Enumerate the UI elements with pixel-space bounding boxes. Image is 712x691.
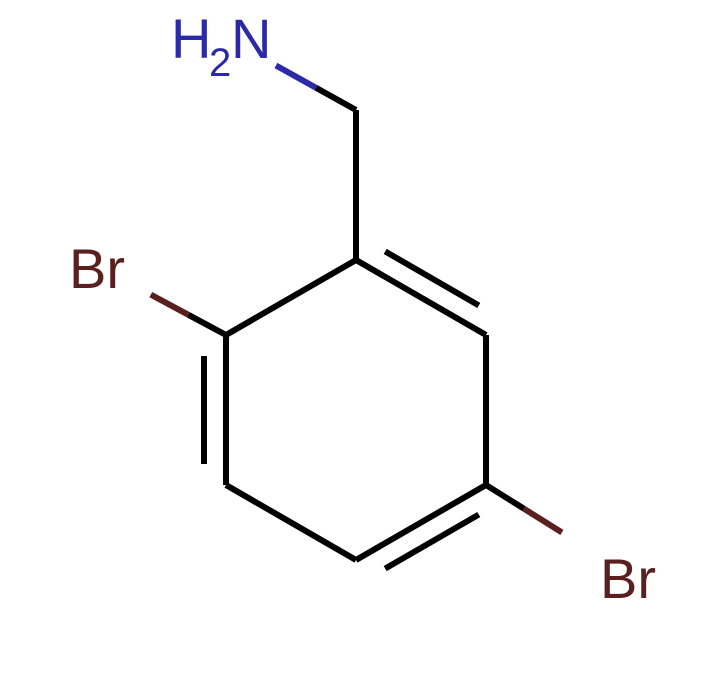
- bond: [385, 251, 479, 305]
- bond: [524, 509, 562, 533]
- bromine-label: Br: [69, 237, 125, 300]
- bond: [226, 260, 356, 335]
- bond: [385, 515, 479, 569]
- bond: [188, 315, 226, 335]
- bromine-label: Br: [600, 547, 656, 610]
- nitrogen-label: H: [171, 7, 211, 70]
- bond: [226, 485, 356, 560]
- nitrogen-label: 2: [209, 41, 231, 85]
- nitrogen-label: N: [231, 7, 271, 70]
- molecule-diagram: H2N Br Br: [0, 0, 712, 691]
- bond: [151, 295, 189, 315]
- bond: [276, 65, 316, 87]
- bond: [316, 88, 356, 110]
- bond: [486, 485, 524, 509]
